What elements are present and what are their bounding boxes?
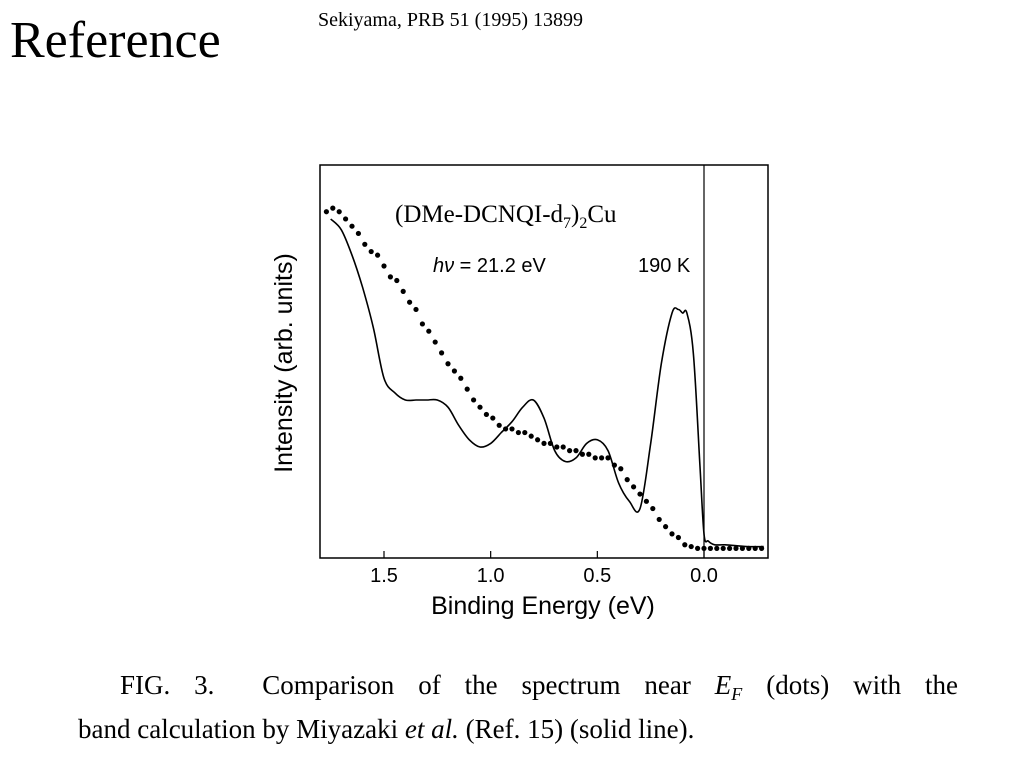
caption-fig-label: FIG. 3. [120,670,215,700]
data-point [707,545,713,551]
caption-text-1a: Comparison of the spectrum near [262,670,691,700]
calculation-curve [330,218,764,548]
calculation-curve-layer [330,218,764,548]
data-point [547,440,553,446]
y-axis-label: Intensity (arb. units) [270,253,298,473]
reference-citation: Sekiyama, PRB 51 (1995) 13899 [318,9,583,31]
data-point [490,415,496,421]
data-point [560,444,566,450]
data-point [394,277,400,284]
data-point [535,437,541,443]
data-point [528,433,534,439]
data-dots-layer [323,205,765,551]
slide-title: Reference [10,12,221,69]
data-point [400,288,406,294]
compound-annotation: (DMe-DCNQI-d7)2Cu [395,201,617,232]
data-point [695,545,701,551]
data-point [573,448,579,454]
data-point [381,263,387,269]
data-point [483,411,489,418]
data-point [471,397,477,403]
data-point [477,404,483,410]
x-tick-label: 0.0 [690,565,718,587]
data-point [599,455,605,461]
data-point [362,241,368,247]
spectrum-figure: 1.5 1.0 0.5 0.0 (DMe-DCNQI-d7)2Cu hν = 21.2… [250,150,790,630]
data-point [451,368,457,374]
data-point [611,462,617,468]
data-point [643,498,649,504]
data-point [637,491,643,497]
data-point [586,451,592,457]
data-point [720,545,726,551]
data-point [522,429,528,436]
temperature-annotation: 190 K [638,255,691,277]
data-point [618,466,624,472]
data-point [579,451,585,457]
data-point [432,339,438,345]
data-point [503,426,509,432]
data-point [701,545,707,551]
data-point [496,422,502,428]
caption-text-1b: (dots) with the [766,670,959,700]
data-point [387,274,393,280]
data-point [541,440,547,446]
data-point [752,545,758,551]
data-point [368,248,374,255]
data-point [419,321,425,327]
data-point [675,534,681,541]
spectrum-chart: 1.5 1.0 0.5 0.0 (DMe-DCNQI-d7)2Cu hν = 21.2… [270,164,769,620]
data-point [458,375,464,381]
data-point [733,545,739,551]
caption-text-2a: band calculation by Miyazaki [78,714,399,745]
data-point [567,448,573,454]
data-point [554,444,560,450]
data-point [656,516,662,523]
data-point [464,386,470,392]
data-point [509,426,515,432]
data-point [323,209,329,215]
data-point [439,350,445,356]
caption-text-2b: (Ref. 15) (solid line). [465,714,695,745]
data-point [746,545,752,551]
caption-ef-subscript: F [731,684,743,705]
data-point [739,545,745,551]
x-tick-label: 1.5 [370,565,398,587]
data-point [355,230,361,237]
figure-caption: FIG. 3. Comparison of the spectrum near … [78,668,958,747]
x-tick-label: 0.5 [583,565,611,587]
data-point [592,455,598,461]
caption-etal: et al. [404,714,459,745]
data-point [663,524,669,530]
data-point [631,484,637,490]
data-point [426,328,432,334]
data-point [343,216,349,222]
x-ticks: 1.5 1.0 0.5 0.0 [370,551,718,587]
data-point [714,545,720,551]
data-point [413,306,419,313]
x-axis-label: Binding Energy (eV) [431,592,655,620]
x-tick-label: 1.0 [477,565,505,587]
data-point [682,542,688,548]
data-point [349,223,355,229]
caption-ef-symbol: E [714,670,732,700]
data-point [624,477,630,483]
data-point [375,252,381,258]
data-point [445,361,451,367]
data-point [759,545,765,551]
data-point [688,543,694,550]
data-point [650,505,656,512]
data-point [727,545,733,551]
plot-frame [319,164,769,559]
data-point [515,429,521,436]
data-point [330,205,336,211]
data-point [605,455,611,461]
data-point [336,209,342,215]
photon-energy-annotation: hν = 21.2 eV [433,255,547,277]
data-point [407,299,413,305]
data-point [669,531,675,537]
